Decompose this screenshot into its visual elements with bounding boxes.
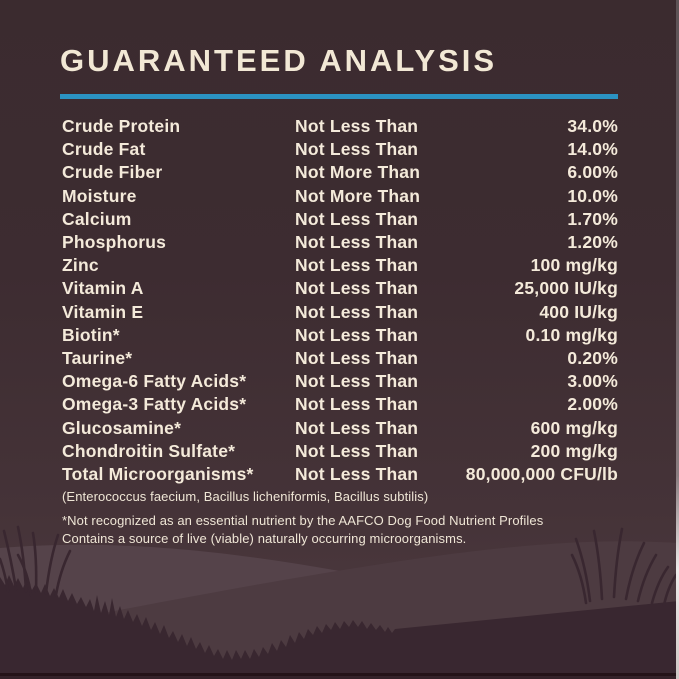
- title-underline-rule: [60, 94, 618, 99]
- table-row: Vitamin E Not Less Than 400 IU/kg: [62, 301, 618, 324]
- table-row: Taurine* Not Less Than 0.20%: [62, 347, 618, 370]
- nutrient-name: Chondroitin Sulfate*: [62, 440, 236, 461]
- nutrient-name: Vitamin A: [62, 278, 144, 299]
- nutrient-value: 80,000,000 CFU/lb: [465, 463, 618, 484]
- qualifier-text: Not Less Than: [295, 208, 419, 229]
- nutrient-name: Omega-3 Fatty Acids*: [62, 394, 247, 415]
- nutrient-name: Total Microorganisms*: [62, 463, 254, 484]
- nutrient-value: 10.0%: [567, 185, 618, 206]
- nutrient-name: Biotin*: [62, 324, 120, 345]
- nutrient-value: 1.70%: [567, 208, 618, 229]
- nutrient-name: Omega-6 Fatty Acids*: [62, 371, 247, 392]
- nutrient-value: 25,000 IU/kg: [514, 278, 618, 299]
- table-row: Biotin* Not Less Than 0.10 mg/kg: [62, 324, 618, 347]
- nutrient-value: 0.20%: [567, 347, 618, 368]
- table-row: Moisture Not More Than 10.0%: [62, 185, 618, 208]
- table-row: Vitamin A Not Less Than 25,000 IU/kg: [62, 277, 618, 300]
- qualifier-text: Not Less Than: [295, 139, 419, 160]
- qualifier-text: Not Less Than: [295, 394, 419, 415]
- nutrient-value: 1.20%: [567, 232, 618, 253]
- table-row: Total Microorganisms* Not Less Than 80,0…: [62, 463, 618, 486]
- qualifier-text: Not Less Than: [295, 324, 419, 345]
- qualifier-text: Not Less Than: [295, 463, 419, 484]
- table-row: Chondroitin Sulfate* Not Less Than 200 m…: [62, 440, 618, 463]
- footnote-block: *Not recognized as an essential nutrient…: [62, 512, 543, 547]
- nutrient-table: Crude Protein Not Less Than 34.0% Crude …: [62, 115, 618, 486]
- nutrient-name: Crude Fiber: [62, 162, 163, 183]
- table-row: Crude Fiber Not More Than 6.00%: [62, 161, 618, 184]
- nutrient-value: 600 mg/kg: [530, 417, 618, 438]
- qualifier-text: Not Less Than: [295, 232, 419, 253]
- table-row: Crude Fat Not Less Than 14.0%: [62, 138, 618, 161]
- qualifier-text: Not Less Than: [295, 301, 419, 322]
- nutrient-name: Vitamin E: [62, 301, 144, 322]
- qualifier-text: Not Less Than: [295, 440, 419, 461]
- qualifier-text: Not Less Than: [295, 278, 419, 299]
- table-row: Phosphorus Not Less Than 1.20%: [62, 231, 618, 254]
- nutrient-value: 400 IU/kg: [539, 301, 618, 322]
- nutrient-value: 6.00%: [567, 162, 618, 183]
- qualifier-text: Not Less Than: [295, 347, 419, 368]
- grass-silhouette: [0, 575, 679, 679]
- nutrient-value: 34.0%: [567, 116, 618, 137]
- qualifier-text: Not Less Than: [295, 116, 419, 137]
- nutrient-name: Moisture: [62, 185, 137, 206]
- qualifier-text: Not Less Than: [295, 371, 419, 392]
- qualifier-text: Not More Than: [295, 162, 421, 183]
- table-row: Glucosamine* Not Less Than 600 mg/kg: [62, 416, 618, 439]
- nutrient-name: Phosphorus: [62, 232, 167, 253]
- species-note: (Enterococcus faecium, Bacillus lichenif…: [62, 489, 429, 504]
- table-row: Omega-3 Fatty Acids* Not Less Than 2.00%: [62, 393, 618, 416]
- page-title: GUARANTEED ANALYSIS: [60, 43, 498, 78]
- nutrient-value: 14.0%: [567, 139, 618, 160]
- footnote-aafco: *Not recognized as an essential nutrient…: [62, 513, 544, 528]
- nutrient-value: 200 mg/kg: [530, 440, 618, 461]
- nutrient-name: Zinc: [62, 255, 99, 276]
- photo-edge-strip: [676, 0, 679, 679]
- nutrient-name: Crude Fat: [62, 139, 146, 160]
- nutrient-value: 2.00%: [567, 394, 618, 415]
- hills-grass-silhouette: [0, 525, 679, 679]
- table-row: Zinc Not Less Than 100 mg/kg: [62, 254, 618, 277]
- qualifier-text: Not Less Than: [295, 255, 419, 276]
- table-row: Crude Protein Not Less Than 34.0%: [62, 115, 618, 138]
- nutrient-name: Taurine*: [62, 347, 133, 368]
- ground-bottom-band: [0, 676, 679, 679]
- table-row: Omega-6 Fatty Acids* Not Less Than 3.00%: [62, 370, 618, 393]
- footnote-live-microorganisms: Contains a source of live (viable) natur…: [62, 530, 467, 546]
- qualifier-text: Not Less Than: [295, 417, 419, 438]
- nutrient-name: Crude Protein: [62, 116, 181, 137]
- grass-blades-right: [570, 527, 678, 607]
- nutrient-name: Glucosamine*: [62, 417, 182, 438]
- qualifier-text: Not More Than: [295, 185, 421, 206]
- ground-shadow-line: [0, 673, 679, 676]
- table-row: Calcium Not Less Than 1.70%: [62, 208, 618, 231]
- nutrient-value: 3.00%: [567, 371, 618, 392]
- nutrient-value: 100 mg/kg: [530, 255, 618, 276]
- nutrient-value: 0.10 mg/kg: [525, 324, 618, 345]
- grass-blades-left: [0, 525, 72, 597]
- nutrient-name: Calcium: [62, 208, 132, 229]
